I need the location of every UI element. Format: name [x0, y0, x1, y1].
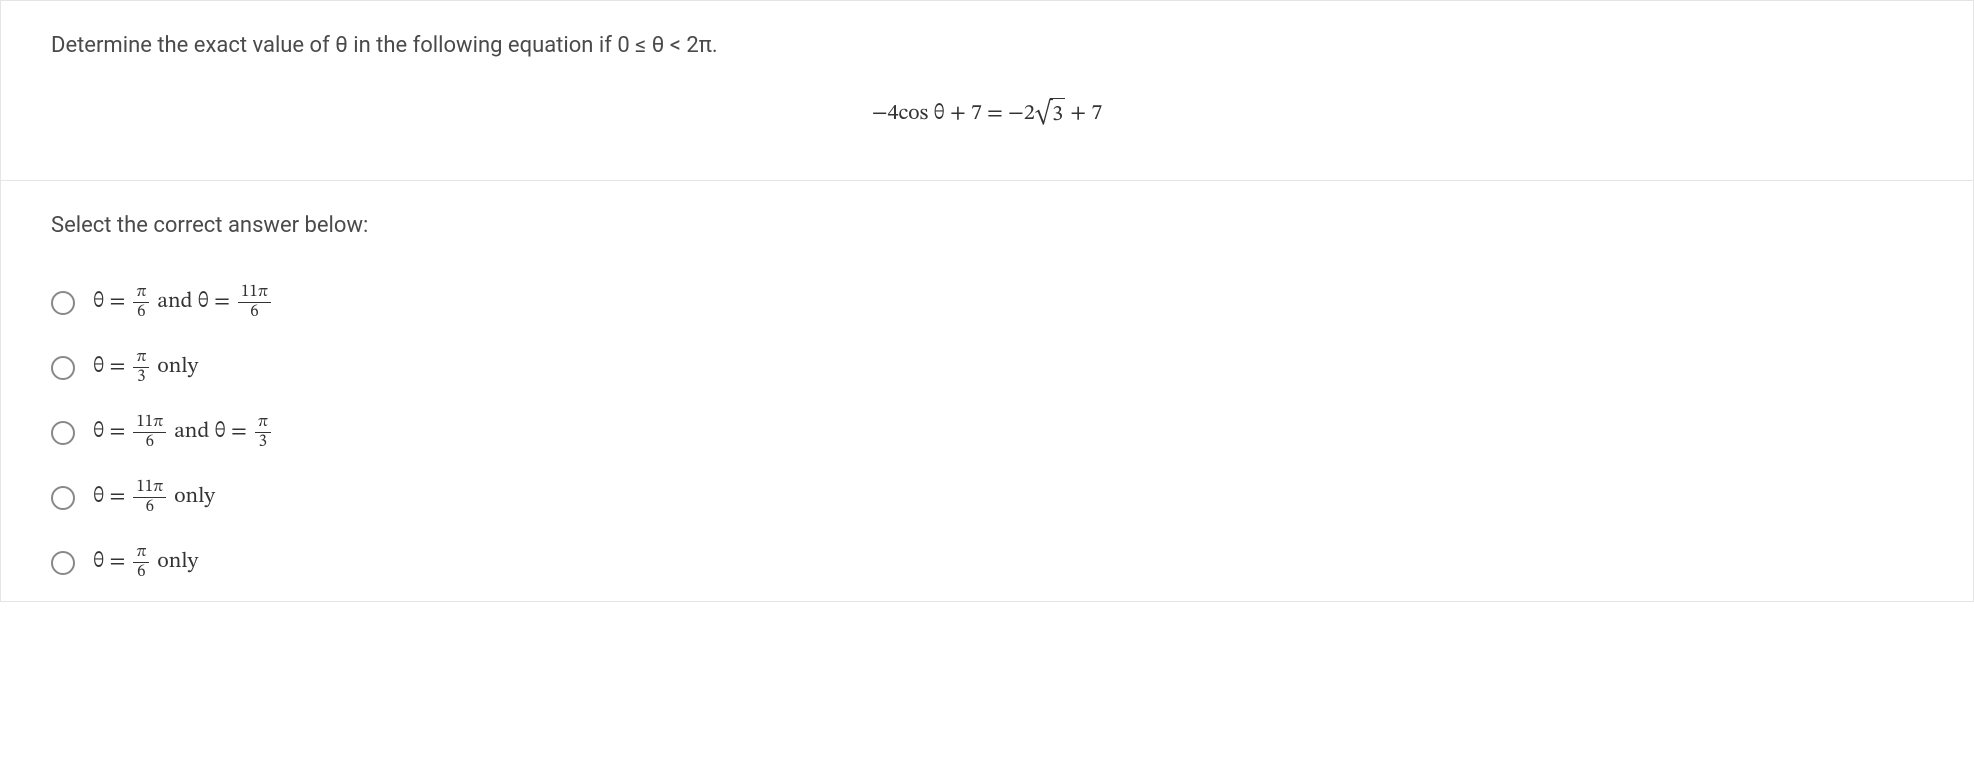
fraction: π3 [133, 349, 149, 386]
fraction-denominator: 6 [134, 563, 148, 581]
option-label: θ = π3 only [93, 349, 198, 386]
option-text: only [157, 546, 198, 579]
eq-lhs-plus: + 7 = −2 [950, 103, 1035, 125]
fraction-numerator: π [133, 284, 149, 303]
answer-section: Select the correct answer below: θ = π6 … [1, 181, 1973, 601]
radio-icon[interactable] [51, 291, 75, 315]
question-prefix: Determine the exact value of [51, 33, 335, 58]
fraction-denominator: 6 [143, 498, 157, 516]
fraction-denominator: 6 [247, 303, 261, 321]
fraction-numerator: 11π [238, 284, 271, 303]
equation: −4cos θ + 7 = −2√3 + 7 [51, 98, 1923, 132]
fraction-denominator: 6 [143, 433, 157, 451]
question-var: θ [335, 33, 348, 58]
eq-sqrt: √3 [1035, 98, 1065, 132]
eq-lhs-coeff: −4cos [872, 103, 929, 125]
fraction: π6 [133, 284, 149, 321]
option-label: θ = π6 only [93, 544, 198, 581]
fraction-numerator: π [133, 349, 149, 368]
radio-icon[interactable] [51, 551, 75, 575]
option-row-3[interactable]: θ = 11π6 only [51, 469, 1923, 526]
answer-prompt: Select the correct answer below: [51, 209, 1923, 242]
option-label: θ = 11π6 and θ = π3 [93, 414, 273, 451]
option-text: and θ = [157, 286, 230, 319]
question-section: Determine the exact value of θ in the fo… [1, 1, 1973, 181]
question-text: Determine the exact value of θ in the fo… [51, 29, 1923, 62]
fraction: π3 [255, 414, 271, 451]
option-text: θ = [93, 481, 125, 514]
eq-radicand: 3 [1050, 98, 1065, 132]
option-row-0[interactable]: θ = π6 and θ = 11π6 [51, 274, 1923, 331]
option-label: θ = π6 and θ = 11π6 [93, 284, 273, 321]
option-text: θ = [93, 286, 125, 319]
fraction-numerator: 11π [133, 414, 166, 433]
fraction-denominator: 3 [134, 368, 148, 386]
radio-icon[interactable] [51, 486, 75, 510]
fraction: 11π6 [133, 414, 166, 451]
radio-icon[interactable] [51, 421, 75, 445]
fraction-numerator: π [133, 544, 149, 563]
question-suffix: . [712, 33, 718, 58]
radio-icon[interactable] [51, 356, 75, 380]
option-text: only [157, 351, 198, 384]
question-mid: in the following equation if [348, 33, 618, 58]
option-row-1[interactable]: θ = π3 only [51, 339, 1923, 396]
fraction-denominator: 6 [134, 303, 148, 321]
option-text: only [174, 481, 215, 514]
option-row-2[interactable]: θ = 11π6 and θ = π3 [51, 404, 1923, 461]
eq-rhs-tail: + 7 [1065, 103, 1102, 125]
fraction: 11π6 [133, 479, 166, 516]
question-card: Determine the exact value of θ in the fo… [0, 0, 1974, 602]
fraction: 11π6 [238, 284, 271, 321]
option-text: θ = [93, 416, 125, 449]
fraction-numerator: 11π [133, 479, 166, 498]
option-text: θ = [93, 546, 125, 579]
fraction-numerator: π [255, 414, 271, 433]
question-constraint: 0 ≤ θ < 2π [617, 33, 712, 58]
options-list: θ = π6 and θ = 11π6θ = π3 onlyθ = 11π6 a… [51, 274, 1923, 591]
option-text: and θ = [174, 416, 247, 449]
fraction: π6 [133, 544, 149, 581]
fraction-denominator: 3 [256, 433, 270, 451]
option-label: θ = 11π6 only [93, 479, 215, 516]
option-row-4[interactable]: θ = π6 only [51, 534, 1923, 591]
option-text: θ = [93, 351, 125, 384]
eq-lhs-var: θ [933, 103, 944, 125]
